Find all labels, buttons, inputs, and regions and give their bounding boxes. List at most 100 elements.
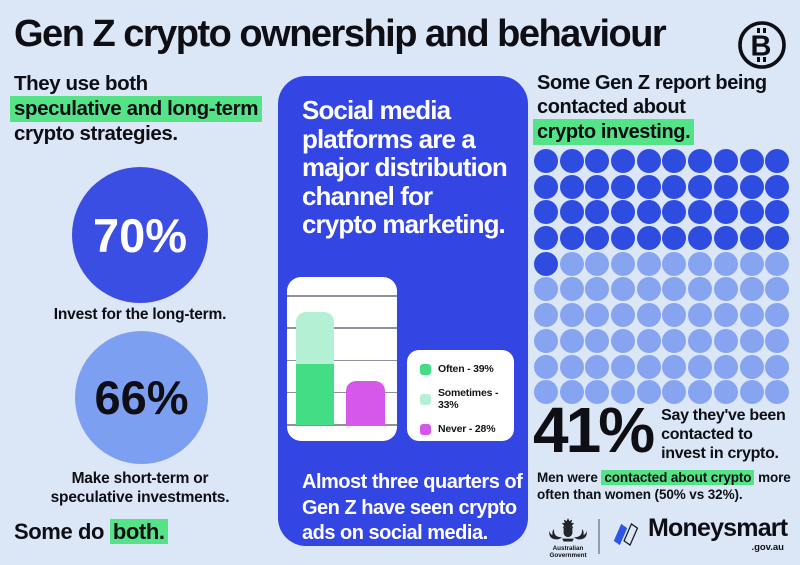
waffle-dot — [688, 149, 713, 173]
waffle-dot — [765, 354, 790, 379]
waffle-dot — [739, 277, 764, 302]
waffle-dot — [534, 251, 558, 276]
waffle-dot — [611, 354, 636, 379]
waffle-dot — [739, 200, 764, 225]
waffle-dot — [534, 380, 558, 405]
chart-legend: Often - 39% Sometimes - 33% Never - 28% — [407, 350, 514, 441]
waffle-dot — [636, 328, 661, 353]
waffle-dot — [611, 251, 636, 276]
waffle-dot — [765, 200, 790, 225]
waffle-dot — [739, 226, 764, 251]
legend-label: Never - 28% — [438, 423, 496, 435]
stat-41-block: 41% Say they've been contacted to invest… — [533, 394, 786, 466]
waffle-dot — [585, 380, 610, 405]
waffle-dot — [585, 200, 610, 225]
waffle-dot — [662, 149, 687, 173]
australian-government-crest-icon — [546, 517, 590, 544]
waffle-dot — [559, 226, 584, 251]
waffle-dot — [765, 303, 790, 328]
waffle-dot — [611, 149, 636, 173]
waffle-dot — [713, 200, 738, 225]
waffle-dot — [688, 380, 713, 405]
left-footer-highlight: both. — [109, 519, 168, 544]
legend-swatch-icon — [420, 363, 431, 375]
waffle-dot — [611, 200, 636, 225]
waffle-dot — [559, 303, 584, 328]
right-heading-line1: Some Gen Z report being — [537, 72, 767, 94]
right-section-heading: Some Gen Z report being contacted about … — [533, 71, 767, 145]
legend-item: Often - 39% — [420, 363, 514, 375]
waffle-dot — [534, 200, 558, 225]
stat-66-value: 66% — [94, 371, 189, 424]
right-note-highlight: contacted about crypto — [601, 470, 755, 485]
waffle-dot — [713, 380, 738, 405]
bar-segment-often — [296, 363, 334, 425]
waffle-dot — [765, 149, 790, 173]
left-footer-prefix: Some do — [14, 519, 110, 544]
waffle-dot — [636, 380, 661, 405]
chart-gridline — [287, 424, 397, 426]
waffle-dot — [765, 251, 790, 276]
waffle-dot — [765, 174, 790, 199]
right-note: Men were contacted about crypto more oft… — [537, 470, 800, 503]
waffle-dot — [636, 277, 661, 302]
waffle-dot — [739, 251, 764, 276]
waffle-dot — [611, 277, 636, 302]
waffle-dot — [585, 226, 610, 251]
legend-label: Often - 39% — [438, 363, 494, 375]
left-heading-line1: They use both — [14, 72, 148, 95]
legend-swatch-icon — [420, 423, 431, 435]
left-section-heading: They use both speculative and long-term … — [10, 72, 263, 146]
waffle-dot — [636, 251, 661, 276]
waffle-dot — [713, 303, 738, 328]
stat-41-value: 41% — [533, 394, 655, 466]
waffle-dot — [662, 380, 687, 405]
stat-circle-70: 70% — [72, 167, 208, 303]
waffle-dot — [585, 303, 610, 328]
right-heading-highlight: crypto investing. — [533, 119, 695, 145]
waffle-dot — [662, 303, 687, 328]
waffle-dot — [585, 251, 610, 276]
waffle-dot — [739, 149, 764, 173]
waffle-dot — [585, 149, 610, 173]
waffle-dot — [611, 380, 636, 405]
moneysmart-gov-au: .gov.au — [751, 542, 784, 553]
chart-gridline — [287, 359, 397, 361]
left-footer-text: Some do both. — [14, 519, 168, 545]
moneysmart-wordmark: Moneysmart — [648, 514, 788, 542]
waffle-dot — [765, 380, 790, 405]
waffle-dot — [611, 303, 636, 328]
waffle-dot — [534, 174, 558, 199]
bar-never — [346, 381, 385, 425]
waffle-dot — [534, 354, 558, 379]
bar-often-sometimes — [296, 312, 334, 425]
left-heading-line3: crypto strategies. — [14, 122, 178, 145]
waffle-dot — [636, 354, 661, 379]
waffle-dot — [713, 277, 738, 302]
logo-divider — [598, 519, 600, 554]
waffle-dot — [559, 200, 584, 225]
waffle-dot — [611, 226, 636, 251]
bar-chart-panel — [287, 277, 397, 441]
chart-gridline — [287, 391, 397, 394]
social-media-card: Social media platforms are a major distr… — [278, 76, 528, 546]
waffle-dot — [739, 303, 764, 328]
card-footer: Almost three quarters of Gen Z have seen… — [302, 471, 523, 544]
waffle-dot — [662, 251, 687, 276]
left-heading-highlight: speculative and long-term — [10, 96, 263, 122]
waffle-dot — [611, 328, 636, 353]
legend-item: Never - 28% — [420, 423, 514, 435]
australian-government-label: Australian Government — [549, 545, 587, 559]
waffle-dot — [739, 354, 764, 379]
waffle-dot — [688, 174, 713, 199]
waffle-dot — [636, 226, 661, 251]
waffle-dot — [662, 328, 687, 353]
stat-66-caption: Make short-term or speculative investmen… — [50, 470, 230, 506]
stat-70-value: 70% — [92, 208, 188, 262]
waffle-dot — [739, 380, 764, 405]
waffle-dot — [611, 174, 636, 199]
waffle-dot — [713, 226, 738, 251]
waffle-dot — [713, 328, 738, 353]
waffle-dot — [534, 226, 558, 251]
